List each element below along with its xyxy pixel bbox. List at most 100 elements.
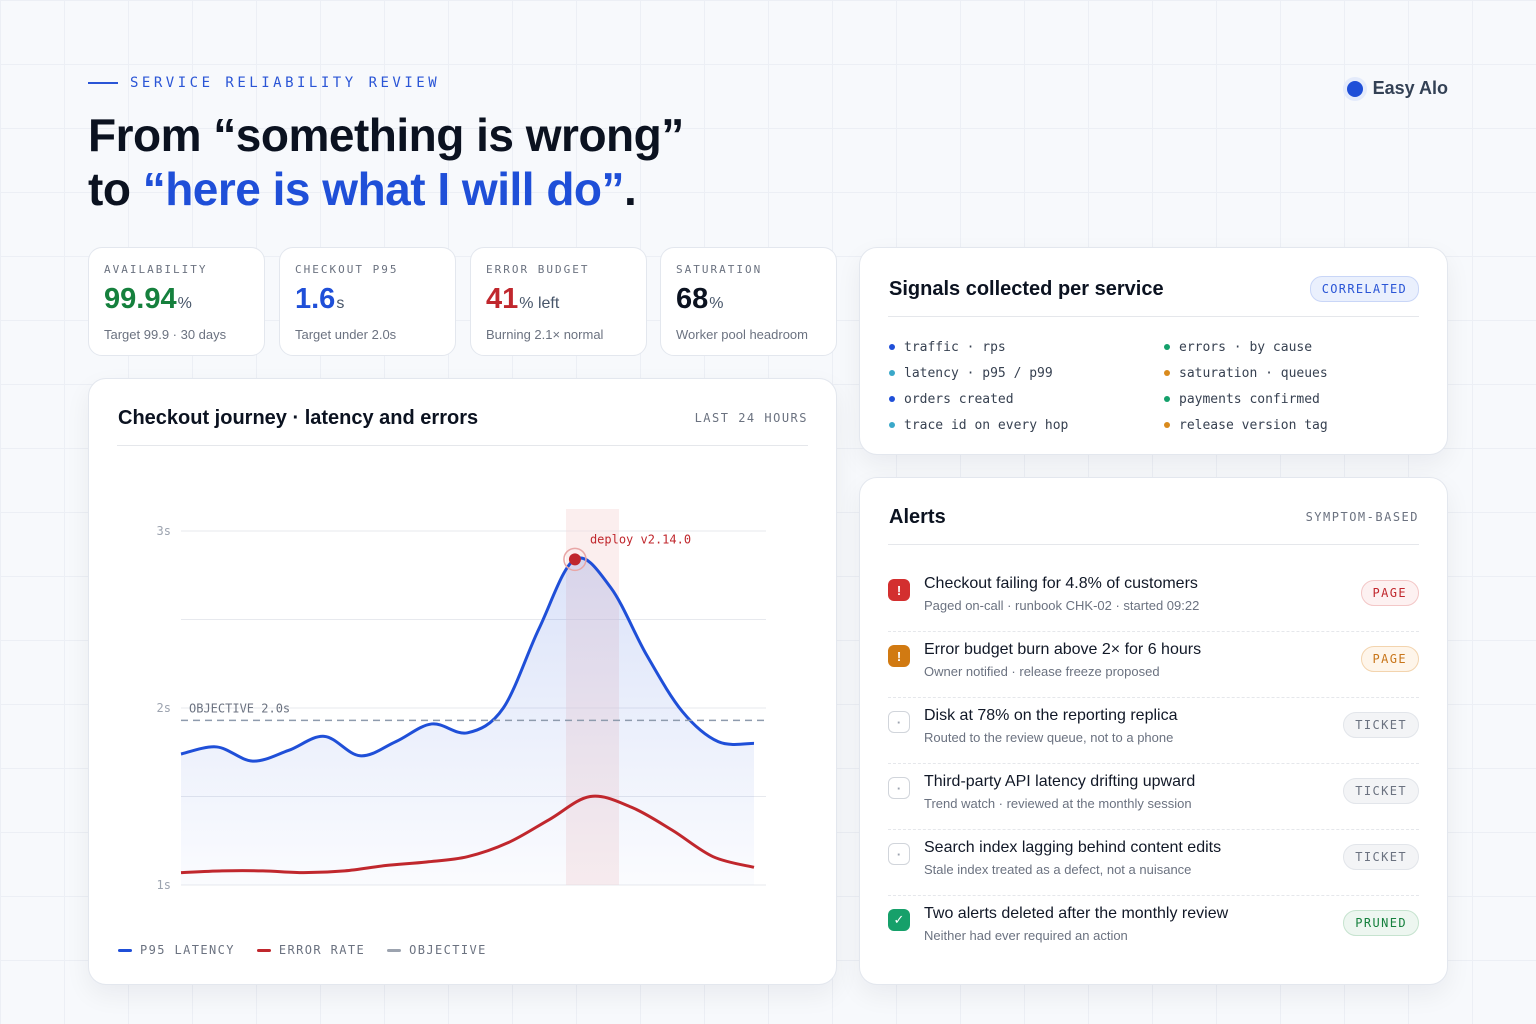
kpi-label: CHECKOUT P95 — [295, 263, 399, 276]
kpi-value: 68% — [676, 282, 821, 321]
signal-item: latency · p95 / p99 — [889, 360, 1149, 386]
alert-row[interactable]: · Search index lagging behind content edi… — [888, 830, 1419, 896]
alert-severity-badge: TICKET — [1343, 712, 1419, 738]
alert-title: Third-party API latency drifting upward — [924, 773, 1196, 790]
alert-row[interactable]: ✓ Two alerts deleted after the monthly re… — [888, 896, 1419, 962]
legend-item-error-rate: ERROR RATE — [256, 943, 365, 957]
alerts-tag: SYMPTOM-BASED — [1305, 510, 1419, 524]
alerts-card: Alerts SYMPTOM-BASED ! Checkout failing f… — [859, 477, 1448, 985]
alert-description: Stale index treated as a defect, not a n… — [924, 862, 1192, 877]
kpi-subtext: Worker pool headroom — [676, 327, 808, 342]
headline-line-1: From “something is wrong” — [88, 109, 684, 161]
headline-line-2-prefix: to — [88, 163, 143, 215]
alert-description: Routed to the review queue, not to a pho… — [924, 730, 1174, 745]
alert-row[interactable]: · Disk at 78% on the reporting replica Rou… — [888, 698, 1419, 764]
signal-label: release version tag — [1179, 417, 1328, 433]
alert-title: Checkout failing for 4.8% of customers — [924, 575, 1198, 592]
eyebrow-label: SERVICE RELIABILITY REVIEW — [130, 75, 441, 91]
kpi-unit: % left — [519, 295, 560, 312]
divider — [888, 316, 1419, 317]
signal-item: release version tag — [1164, 412, 1424, 438]
alert-severity-badge: TICKET — [1343, 778, 1419, 804]
kpi-subtext: Target under 2.0s — [295, 327, 397, 342]
alert-row[interactable]: · Third-party API latency drifting upward… — [888, 764, 1419, 830]
brand-logo: Easy Alo — [1346, 78, 1448, 99]
signal-label: traffic · rps — [904, 339, 1006, 355]
kpi-unit: % — [177, 295, 192, 312]
kpi-saturation: SATURATION 68% Worker pool headroom — [660, 247, 837, 356]
signal-label: trace id on every hop — [904, 417, 1069, 433]
kpi-label: SATURATION — [676, 263, 763, 276]
legend-item-objective: OBJECTIVE — [387, 943, 487, 957]
signals-list-left: traffic · rps latency · p95 / p99 orders c… — [889, 334, 1149, 438]
latency-chart-card: Checkout journey · latency and errors LA… — [88, 378, 837, 985]
signal-label: saturation · queues — [1179, 365, 1328, 381]
kpi-subtext: Target 99.9 · 30 days — [104, 327, 227, 342]
alert-severity-badge: PAGE — [1360, 580, 1419, 606]
alert-description: Paged on-call · runbook CHK-02 · started… — [924, 598, 1200, 613]
kpi-number: 41 — [486, 283, 519, 315]
alert-row[interactable]: ! Error budget burn above 2× for 6 hours O… — [888, 632, 1419, 698]
signal-label: latency · p95 / p99 — [904, 365, 1053, 381]
alert-row[interactable]: ! Checkout failing for 4.8% of customers P… — [888, 566, 1419, 632]
kpi-subtext: Burning 2.1× normal — [486, 327, 604, 342]
signal-label: errors · by cause — [1179, 339, 1313, 355]
kpi-number: 68 — [676, 283, 709, 315]
legend-swatch — [256, 948, 271, 952]
alert-critical-icon: ! — [888, 579, 910, 601]
objective-label: OBJECTIVE 2.0s — [189, 701, 290, 715]
legend-item-latency: P95 LATENCY — [118, 943, 235, 957]
bullet-icon — [1164, 370, 1170, 376]
alert-title: Error budget burn above 2× for 6 hours — [924, 641, 1202, 658]
chart-title: Checkout journey · latency and errors — [118, 407, 479, 429]
brand-name: Easy Alo — [1372, 78, 1448, 98]
kpi-checkout-p95: CHECKOUT P95 1.6s Target under 2.0s — [279, 247, 456, 356]
kpi-number: 1.6 — [295, 283, 336, 315]
y-tick-label: 1s — [157, 878, 171, 892]
deploy-marker-dot — [568, 553, 581, 566]
alert-description: Trend watch · reviewed at the monthly se… — [924, 796, 1192, 811]
alert-title: Two alerts deleted after the monthly rev… — [924, 905, 1229, 922]
alert-severity-badge: PRUNED — [1343, 910, 1419, 936]
kpi-value: 99.94% — [104, 282, 249, 321]
signal-label: payments confirmed — [1179, 391, 1320, 407]
bullet-icon — [1164, 344, 1170, 350]
headline-accent: “here is what I will do” — [142, 163, 625, 215]
bullet-icon — [1164, 396, 1170, 402]
alerts-title: Alerts — [889, 506, 946, 528]
error-rate-line — [180, 794, 755, 875]
latency-chart: 3s 2s 1s OBJECTIVE 2.0s deploy v2.14.0 — [157, 509, 766, 892]
bullet-icon — [889, 396, 895, 402]
page-title: From “something is wrong” to “here is wh… — [88, 108, 684, 216]
eyebrow-rule — [88, 82, 118, 84]
latency-line — [180, 556, 755, 763]
deploy-marker-ring — [563, 547, 587, 572]
y-tick-label: 3s — [157, 524, 171, 538]
bullet-icon — [889, 370, 895, 376]
kpi-value: 1.6s — [295, 282, 440, 321]
kpi-unit: s — [336, 295, 345, 312]
alerts-list: ! Checkout failing for 4.8% of customers P… — [888, 566, 1419, 962]
correlated-badge: CORRELATED — [1309, 276, 1419, 302]
signal-item: errors · by cause — [1164, 334, 1424, 360]
signals-title: Signals collected per service — [889, 278, 1164, 300]
check-icon: ✓ — [888, 909, 910, 931]
bullet-icon — [1164, 422, 1170, 428]
legend-label: P95 LATENCY — [140, 943, 235, 957]
signal-item: trace id on every hop — [889, 412, 1149, 438]
chart-range-label: LAST 24 HOURS — [694, 411, 808, 425]
latency-area — [181, 557, 754, 885]
alert-neutral-icon: · — [888, 711, 910, 733]
alert-description: Neither had ever required an action — [924, 928, 1128, 943]
signals-list-right: errors · by cause saturation · queues paym… — [1164, 334, 1424, 438]
signal-item: payments confirmed — [1164, 386, 1424, 412]
kpi-number: 99.94 — [104, 283, 177, 315]
brand-dot-icon — [1346, 80, 1363, 97]
alert-neutral-icon: · — [888, 777, 910, 799]
alert-title: Search index lagging behind content edit… — [924, 839, 1222, 856]
legend-swatch — [387, 948, 402, 952]
signals-card: Signals collected per service CORRELATED… — [859, 247, 1448, 455]
bullet-icon — [889, 344, 895, 350]
y-tick-label: 2s — [157, 701, 171, 715]
alert-warning-icon: ! — [888, 645, 910, 667]
